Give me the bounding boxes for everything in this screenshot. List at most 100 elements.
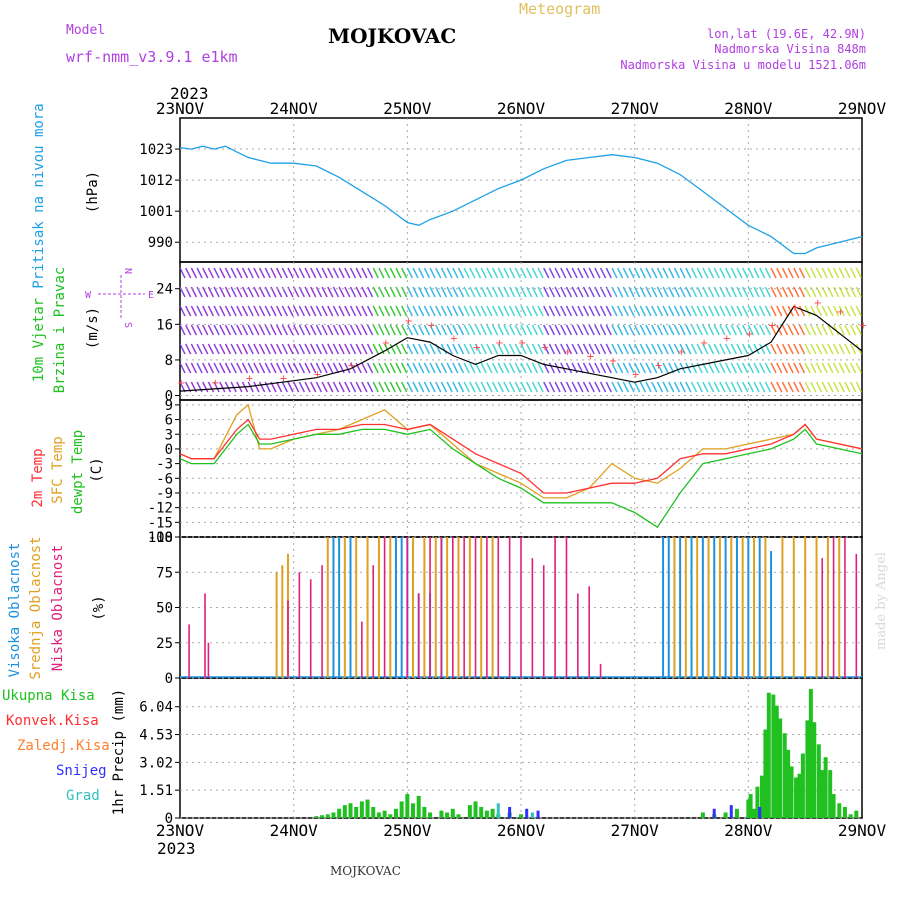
wind-barb	[599, 305, 607, 317]
cloud-mid-bar	[781, 537, 784, 678]
wind-barb	[372, 267, 379, 279]
wind-barb	[304, 343, 311, 355]
wind-barb	[321, 286, 328, 298]
wind-barb	[497, 343, 504, 355]
wind-barb	[656, 343, 664, 355]
wind-barb	[520, 381, 527, 393]
wind-barb	[742, 381, 749, 393]
wind-barb	[804, 324, 811, 336]
wind-barb	[435, 305, 442, 317]
wind-barb	[736, 267, 743, 279]
wind-barb	[798, 305, 806, 317]
precip-total-bar	[823, 757, 828, 818]
wind-barb	[855, 362, 862, 374]
wind-barb	[645, 343, 652, 355]
wind-barb	[219, 305, 226, 317]
wind-barb	[520, 324, 527, 336]
wind-barb	[531, 286, 538, 298]
wind-barb	[344, 267, 351, 279]
wind-barb	[702, 381, 709, 393]
wind-barb	[293, 324, 300, 336]
wind-barb	[207, 381, 215, 393]
plot-area: 23NOV 23NOV 24NOV 24NOV 25NOV 25NOV 26NOV 26NOV…	[139, 99, 886, 840]
cloud-high-label: Visoka Oblacnost	[7, 543, 23, 678]
wind-barb	[179, 267, 186, 279]
wind-barb	[401, 324, 408, 336]
wind-barb	[713, 324, 720, 336]
cloud-mid-label: Srednja Oblacnost	[28, 536, 44, 679]
wind-gust-marker: +	[473, 343, 481, 354]
wind-barb	[293, 381, 300, 393]
wind-barb	[338, 362, 345, 374]
wind-barb	[639, 381, 646, 393]
wind-barb	[560, 305, 567, 317]
cloud-mid-bar	[355, 537, 358, 678]
wind-barb	[344, 343, 351, 355]
cloud-mid-bar	[764, 537, 767, 678]
precip-total-bar	[759, 775, 764, 818]
precip-total-bar	[365, 799, 370, 818]
wind-barb	[469, 267, 476, 279]
wind-barb	[457, 381, 465, 393]
wind-barb	[452, 362, 459, 374]
y-tick-label: 1001	[139, 204, 173, 220]
wind-barb	[577, 343, 584, 355]
wind-barb	[185, 324, 192, 336]
cloud-high-bar	[713, 537, 716, 678]
wind-barb	[224, 362, 232, 374]
y-tick-label: 1.51	[139, 783, 173, 799]
cloud-high-bar	[349, 537, 352, 678]
wind-barb	[628, 267, 635, 279]
cloud-low-bar	[599, 663, 602, 678]
precip-total-bar	[837, 803, 842, 818]
wind-barb	[526, 343, 533, 355]
wind-barb	[435, 381, 442, 393]
wind-barb	[810, 324, 817, 336]
wind-barb	[469, 305, 476, 317]
wind-barb	[622, 381, 629, 393]
precip-snow-bar	[536, 810, 540, 818]
wind-barb	[753, 286, 760, 298]
wind-barb	[696, 381, 703, 393]
wind-barb	[747, 286, 754, 298]
wind-barb	[457, 324, 465, 336]
wind-barb	[401, 381, 408, 393]
wind-barb	[332, 286, 340, 298]
wind-barb	[764, 267, 772, 279]
wind-barb	[770, 267, 777, 279]
wind-barb	[202, 286, 209, 298]
wind-barb	[616, 362, 624, 374]
wind-barb	[207, 343, 215, 355]
wind-barb	[764, 362, 772, 374]
wind-barb	[747, 267, 754, 279]
wind-barb	[548, 324, 556, 336]
wind-barb	[185, 343, 192, 355]
wind-barb	[361, 343, 368, 355]
wind-barb	[355, 267, 362, 279]
wind-barb	[673, 267, 681, 279]
wind-barb	[594, 305, 601, 317]
wind-barb	[531, 324, 538, 336]
wind-barb	[605, 362, 612, 374]
wind-barb	[509, 362, 516, 374]
wind-barb	[190, 305, 197, 317]
precip-total-bar	[479, 806, 484, 818]
cloud-low-bar	[417, 593, 420, 678]
wind-barb	[696, 267, 703, 279]
wind-barb	[645, 305, 652, 317]
wind-barb	[327, 305, 334, 317]
wind-barb	[742, 324, 749, 336]
wind-barb	[514, 362, 521, 374]
wind-barb	[798, 362, 806, 374]
wind-barb	[332, 305, 340, 317]
y-tick-label: -15	[148, 515, 173, 531]
wind-barb	[310, 286, 317, 298]
cloud-low-bar	[474, 537, 477, 678]
cloud-low-bar	[497, 537, 500, 678]
wind-barb	[264, 305, 271, 317]
wind-barb	[497, 324, 504, 336]
wind-barb	[253, 267, 260, 279]
wind-barb	[423, 362, 431, 374]
